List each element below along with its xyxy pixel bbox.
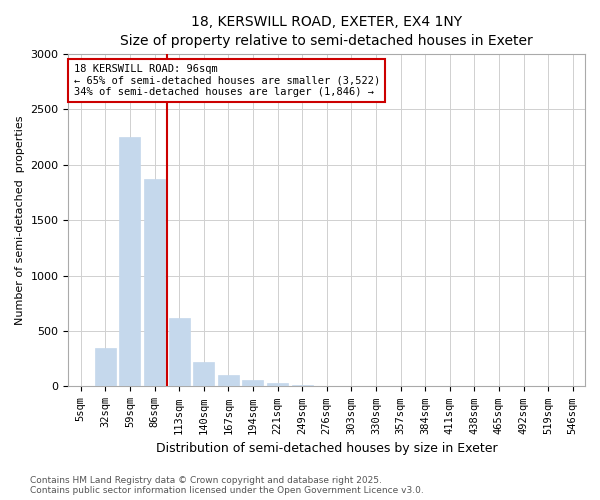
Bar <box>267 383 288 386</box>
Y-axis label: Number of semi-detached  properties: Number of semi-detached properties <box>15 116 25 325</box>
Title: 18, KERSWILL ROAD, EXETER, EX4 1NY
Size of property relative to semi-detached ho: 18, KERSWILL ROAD, EXETER, EX4 1NY Size … <box>121 15 533 48</box>
Bar <box>193 362 214 386</box>
Bar <box>242 380 263 386</box>
Bar <box>119 137 140 386</box>
Text: 18 KERSWILL ROAD: 96sqm
← 65% of semi-detached houses are smaller (3,522)
34% of: 18 KERSWILL ROAD: 96sqm ← 65% of semi-de… <box>74 64 380 97</box>
Bar <box>218 375 239 386</box>
Bar <box>144 179 165 386</box>
X-axis label: Distribution of semi-detached houses by size in Exeter: Distribution of semi-detached houses by … <box>156 442 497 455</box>
Text: Contains HM Land Registry data © Crown copyright and database right 2025.
Contai: Contains HM Land Registry data © Crown c… <box>30 476 424 495</box>
Bar <box>169 318 190 386</box>
Bar <box>95 348 116 387</box>
